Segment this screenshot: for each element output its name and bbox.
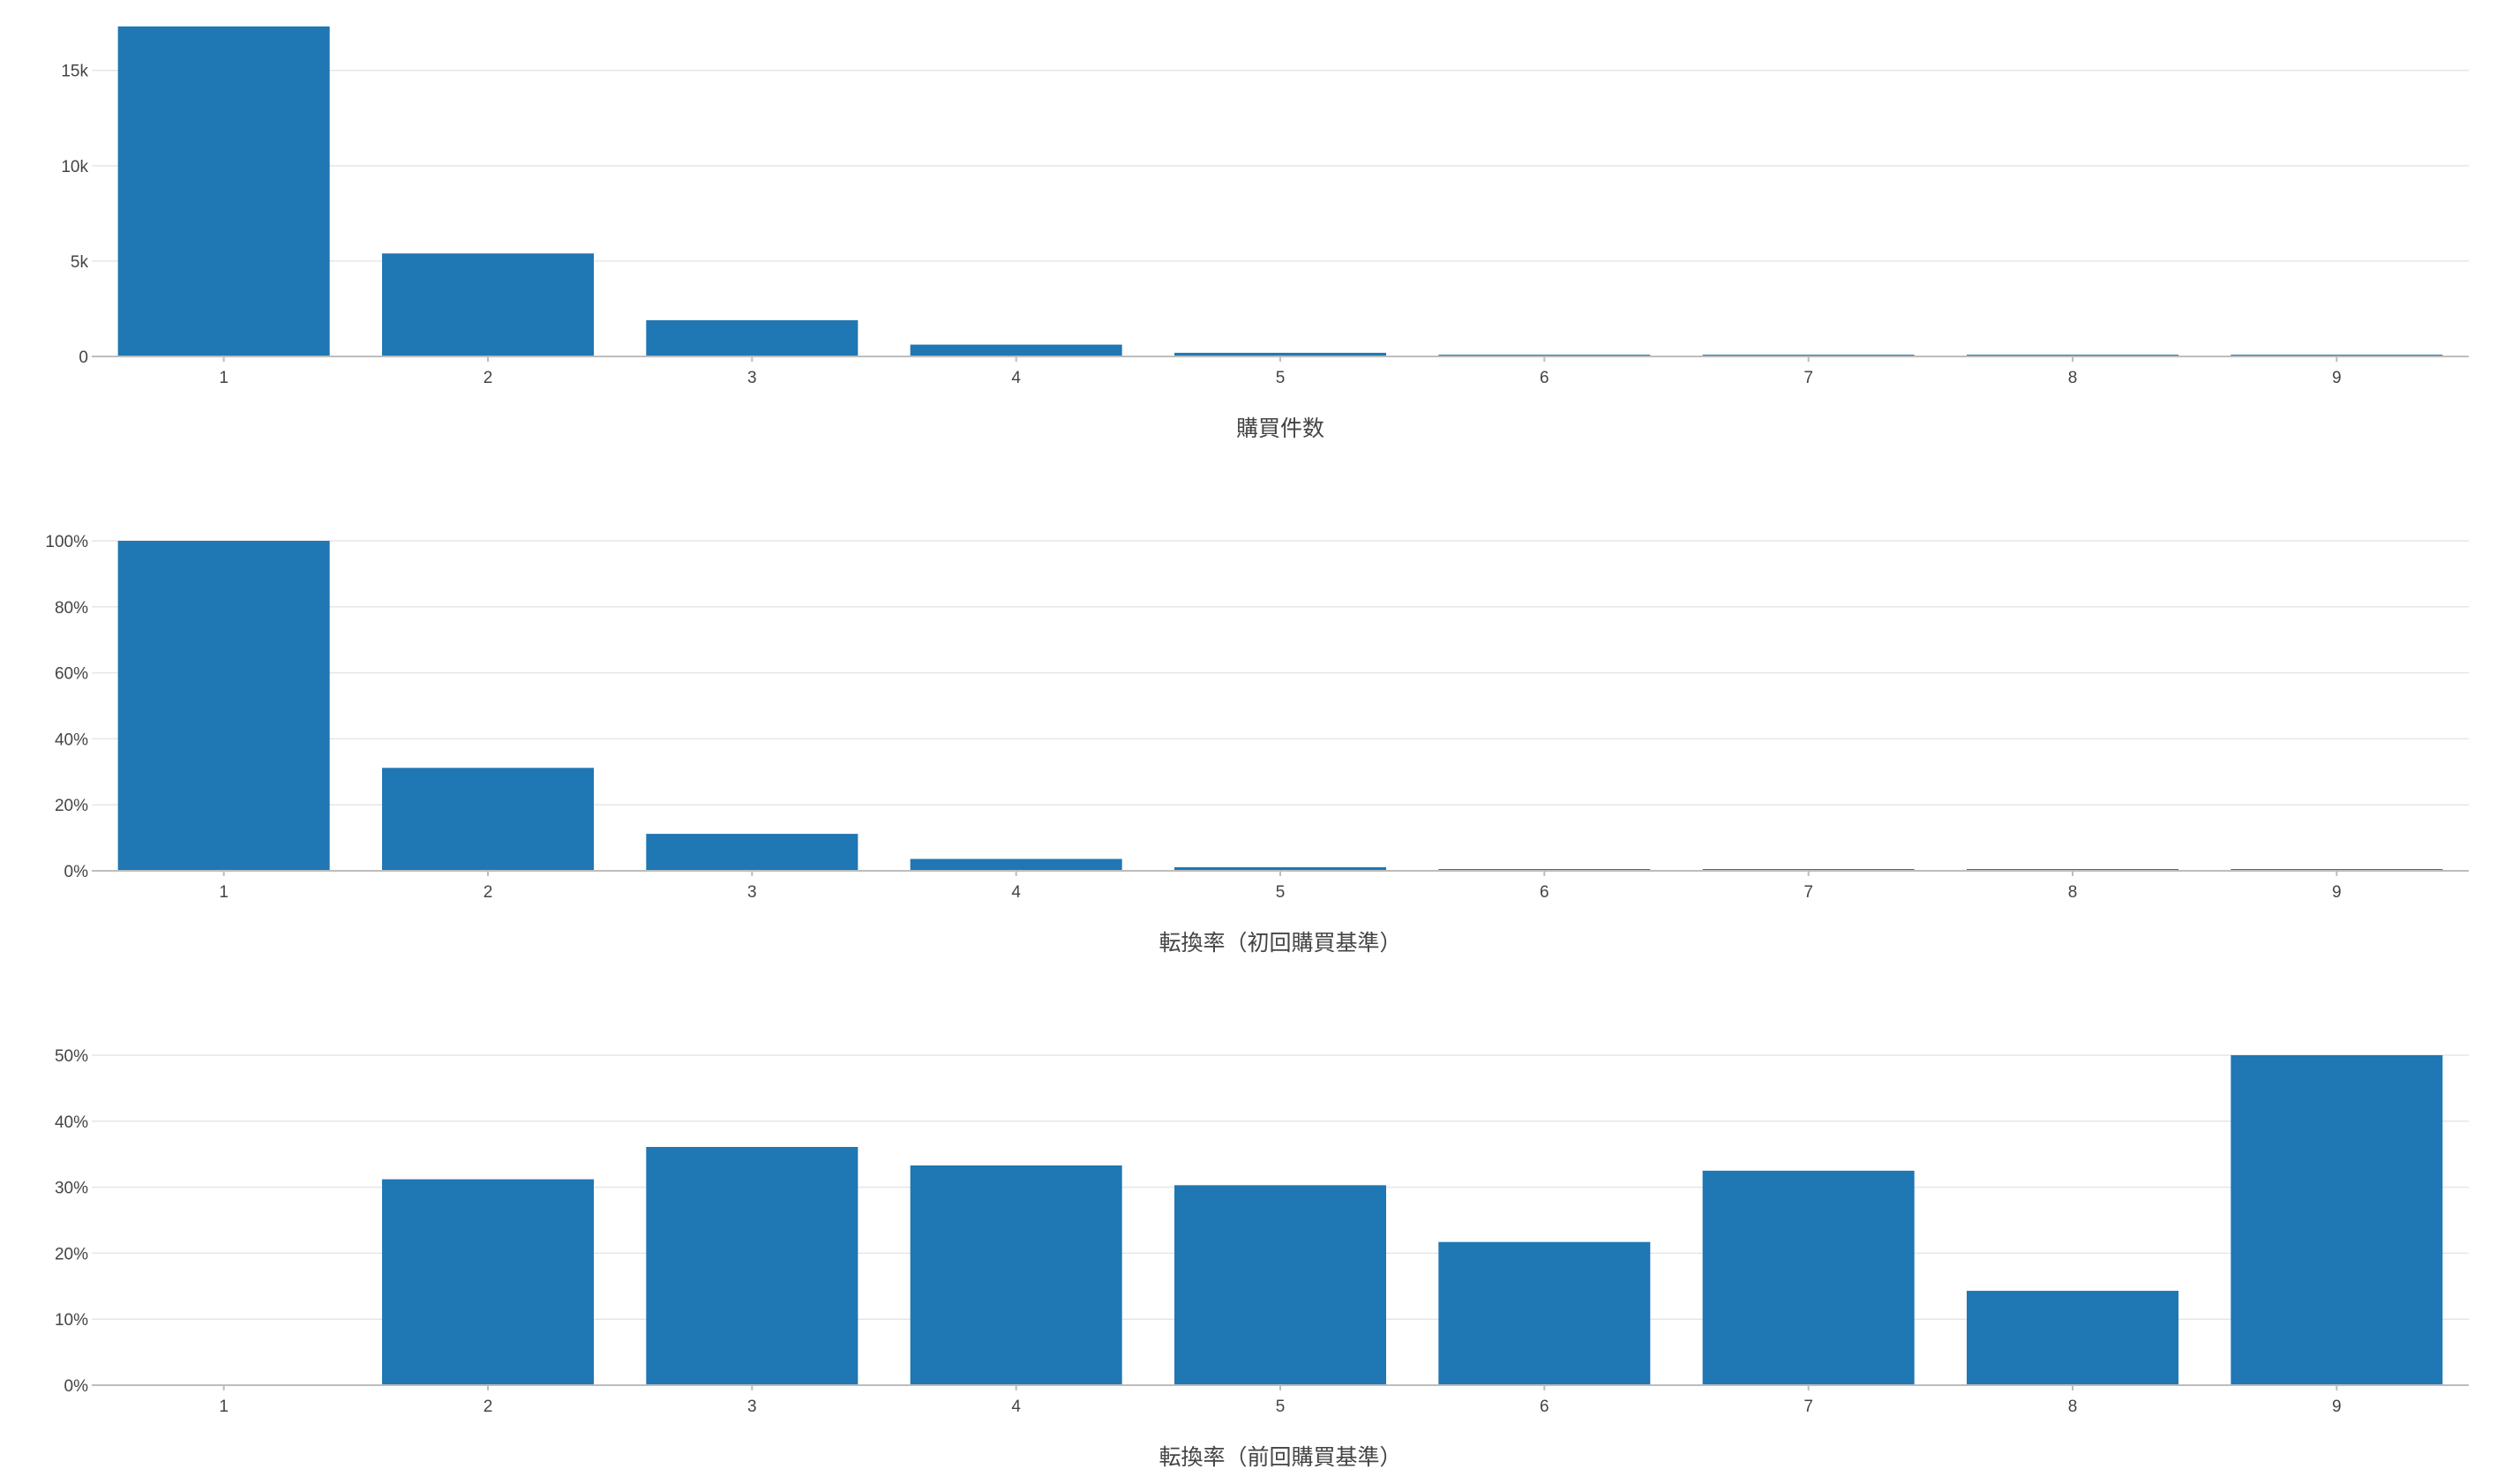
y-tick-label: 5k	[71, 253, 89, 272]
x-tick-label: 3	[747, 883, 757, 902]
bar-2	[382, 253, 594, 356]
x-axis-title: 転換率（初回購買基準）	[1159, 930, 1401, 956]
bar-3	[646, 834, 859, 871]
x-tick-label: 1	[219, 369, 229, 387]
bar-3	[646, 319, 859, 356]
bar-4	[910, 1165, 1122, 1385]
y-tick-label: 0	[79, 349, 88, 367]
conversion-first-purchase-chart: 0% 20% 40% 60% 80% 100% 1 2 3 4 5 6 7 8 9 転換率（初回購買基準）	[45, 533, 2469, 956]
x-tick-label: 4	[1011, 883, 1021, 902]
y-tick-label: 10k	[61, 158, 88, 176]
bar-2	[382, 768, 594, 871]
axes: 0% 20% 40% 60% 80% 100% 1 2 3 4 5 6 7 8 9	[45, 533, 2469, 902]
bar-4	[910, 858, 1122, 871]
y-tick-label: 80%	[55, 599, 88, 618]
y-tick-label: 30%	[55, 1180, 88, 1198]
bars	[117, 26, 2443, 356]
bar-5	[1174, 352, 1386, 356]
y-tick-label: 40%	[55, 731, 88, 749]
x-tick-label: 3	[747, 1398, 757, 1416]
x-tick-label: 2	[484, 369, 493, 387]
y-tick-label: 20%	[55, 1245, 88, 1263]
x-tick-label: 6	[1540, 883, 1549, 902]
x-axis-title: 転換率（前回購買基準）	[1159, 1444, 1401, 1470]
y-tick-label: 10%	[55, 1311, 88, 1330]
bar-5	[1174, 1185, 1386, 1385]
x-tick-label: 5	[1276, 883, 1286, 902]
bar-1	[117, 26, 330, 356]
bar-1	[117, 541, 330, 871]
y-tick-label: 20%	[55, 797, 88, 815]
x-axis-title: 購買件数	[1236, 416, 1324, 441]
x-tick-label: 3	[747, 369, 757, 387]
x-tick-label: 2	[484, 1398, 493, 1416]
x-tick-label: 8	[2068, 1398, 2078, 1416]
bar-7	[1702, 1170, 1915, 1385]
bar-6	[1438, 1241, 1651, 1385]
x-tick-label: 6	[1540, 369, 1549, 387]
gridlines	[92, 540, 2469, 806]
x-tick-label: 8	[2068, 369, 2078, 387]
axes: 0 5k 10k 15k 1 2 3 4 5 6 7 8 9	[61, 63, 2469, 387]
x-tick-label: 4	[1011, 1398, 1021, 1416]
x-tick-label: 1	[219, 1398, 229, 1416]
bar-8	[1967, 1291, 2178, 1385]
y-tick-label: 60%	[55, 665, 88, 684]
x-tick-label: 1	[219, 883, 229, 902]
y-tick-label: 100%	[45, 533, 88, 551]
y-tick-label: 0%	[64, 863, 89, 881]
conversion-previous-purchase-chart: 0% 10% 20% 30% 40% 50% 1 2 3 4 5 6 7 8 9 転換率（前回購買基準）	[55, 1047, 2469, 1470]
bar-4	[910, 344, 1122, 356]
x-tick-label: 6	[1540, 1398, 1549, 1416]
y-tick-label: 40%	[55, 1113, 88, 1132]
y-tick-label: 15k	[61, 63, 88, 81]
y-tick-label: 50%	[55, 1047, 88, 1066]
x-tick-label: 2	[484, 883, 493, 902]
x-tick-label: 4	[1011, 369, 1021, 387]
purchase-count-chart: 0 5k 10k 15k 1 2 3 4 5 6 7 8 9 購買件数	[61, 26, 2469, 441]
bars	[117, 541, 2443, 871]
gridlines	[92, 69, 2469, 262]
x-tick-label: 8	[2068, 883, 2078, 902]
x-tick-label: 7	[1803, 369, 1813, 387]
bar-2	[382, 1179, 594, 1385]
x-tick-label: 9	[2332, 1398, 2342, 1416]
bar-5	[1174, 866, 1386, 871]
bar-9	[2231, 1055, 2443, 1385]
x-tick-label: 7	[1803, 1398, 1813, 1416]
bars	[382, 1055, 2443, 1385]
x-tick-label: 9	[2332, 883, 2342, 902]
x-tick-label: 5	[1276, 369, 1286, 387]
x-tick-label: 9	[2332, 369, 2342, 387]
x-tick-label: 7	[1803, 883, 1813, 902]
y-tick-label: 0%	[64, 1377, 89, 1396]
axes: 0% 10% 20% 30% 40% 50% 1 2 3 4 5 6 7 8 9	[55, 1047, 2469, 1416]
x-tick-label: 5	[1276, 1398, 1286, 1416]
bar-3	[646, 1146, 859, 1385]
